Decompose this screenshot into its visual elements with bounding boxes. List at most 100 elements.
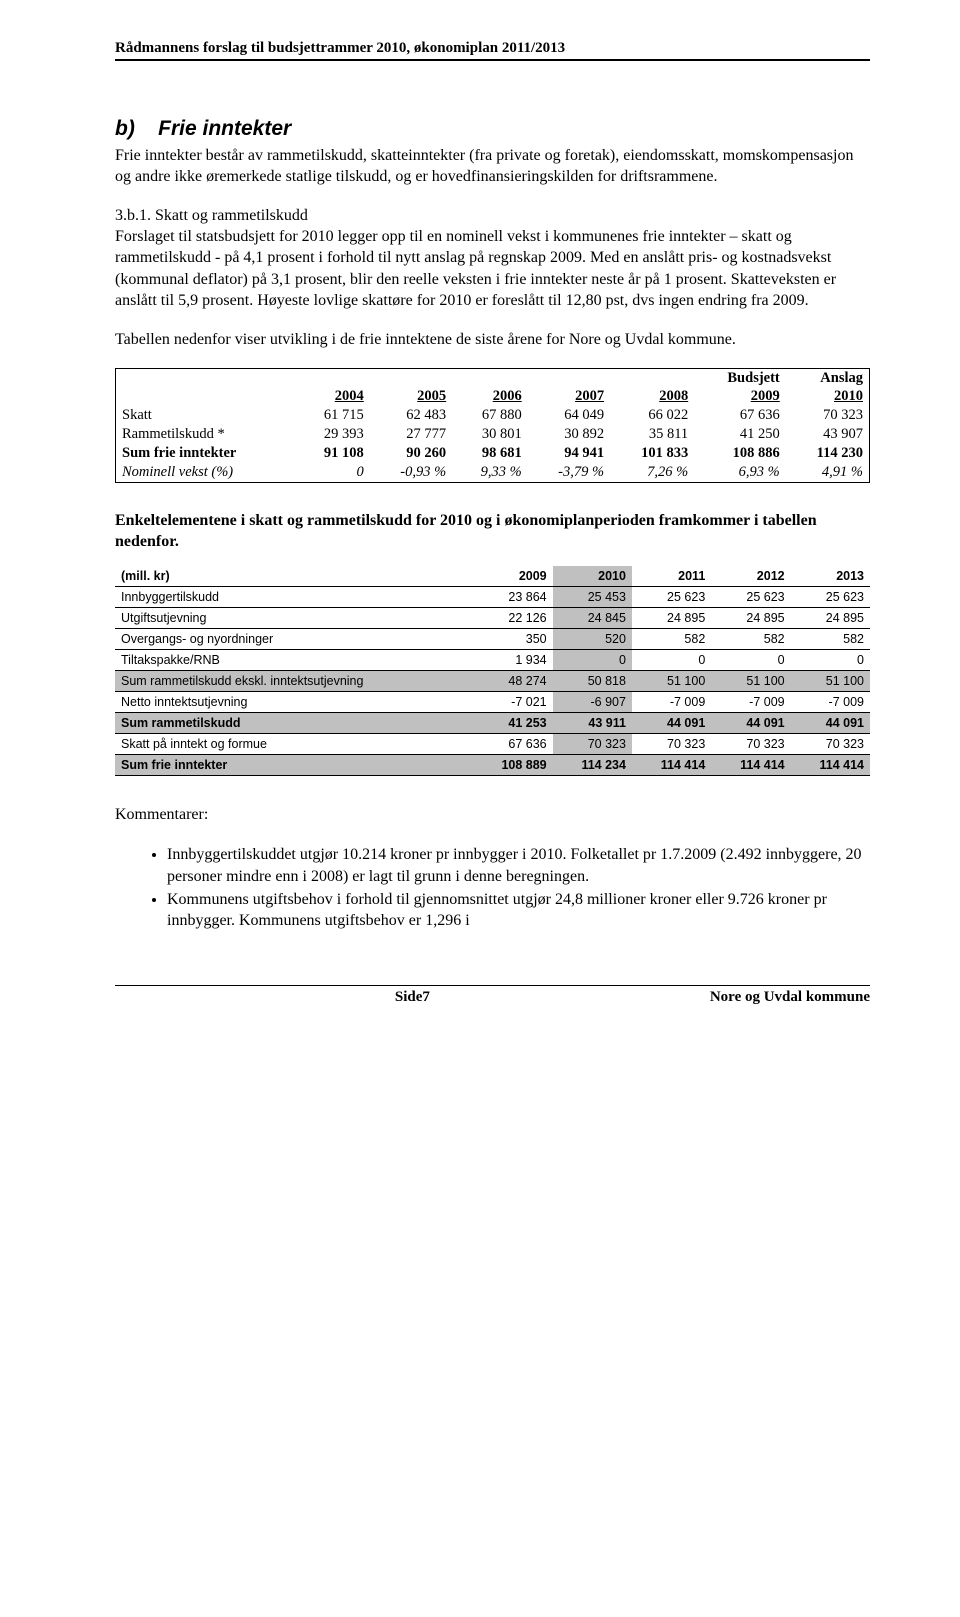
cell-value: -7 009 <box>791 692 870 713</box>
cell-value: 24 895 <box>791 608 870 629</box>
table-row: Sum frie inntekter91 10890 26098 68194 9… <box>116 444 870 463</box>
row-label: Netto inntektsutjevning <box>115 692 472 713</box>
row-label: Sum rammetilskudd <box>115 713 472 734</box>
cell-value: 25 453 <box>553 587 632 608</box>
cell-value: 114 414 <box>632 755 711 776</box>
cell-value: -6 907 <box>553 692 632 713</box>
bold-paragraph: Enkeltelementene i skatt og rammetilskud… <box>115 511 870 553</box>
cell-value: 70 323 <box>711 734 790 755</box>
row-label: Rammetilskudd * <box>116 425 296 444</box>
cell-value: 70 323 <box>791 734 870 755</box>
table-row: Skatt61 71562 48367 88064 04966 02267 63… <box>116 406 870 425</box>
cell-value: 27 777 <box>370 425 452 444</box>
elements-table: (mill. kr)20092010201120122013 Innbygger… <box>115 566 870 776</box>
cell-value: 70 323 <box>632 734 711 755</box>
cell-value: 91 108 <box>296 444 370 463</box>
income-year-header: 2009 <box>694 387 786 406</box>
cell-value: 51 100 <box>711 671 790 692</box>
cell-value: 25 623 <box>711 587 790 608</box>
income-year-header: 2008 <box>610 387 694 406</box>
table-row: Skatt på inntekt og formue67 63670 32370… <box>115 734 870 755</box>
cell-value: 44 091 <box>711 713 790 734</box>
table-row: Rammetilskudd *29 39327 77730 80130 8923… <box>116 425 870 444</box>
income-col-header <box>528 368 610 387</box>
table-row: Sum frie inntekter108 889114 234114 4141… <box>115 755 870 776</box>
row-label: Sum rammetilskudd ekskl. inntektsutjevni… <box>115 671 472 692</box>
cell-value: -0,93 % <box>370 463 452 483</box>
row-label: Sum frie inntekter <box>116 444 296 463</box>
cell-value: 62 483 <box>370 406 452 425</box>
cell-value: 43 911 <box>553 713 632 734</box>
cell-value: 44 091 <box>791 713 870 734</box>
cell-value: 70 323 <box>553 734 632 755</box>
cell-value: 582 <box>711 629 790 650</box>
table-row: Sum rammetilskudd41 25343 91144 09144 09… <box>115 713 870 734</box>
cell-value: 114 230 <box>786 444 870 463</box>
comments-heading: Kommentarer: <box>115 806 870 824</box>
cell-value: 0 <box>791 650 870 671</box>
income-col-header <box>296 368 370 387</box>
elements-col-header: 2010 <box>553 566 632 587</box>
row-label: Skatt <box>116 406 296 425</box>
subheading-3b1: 3.b.1. Skatt og rammetilskudd <box>115 205 870 226</box>
cell-value: 24 845 <box>553 608 632 629</box>
cell-value: 24 895 <box>632 608 711 629</box>
elements-col-header: 2009 <box>472 566 552 587</box>
income-table-head: BudsjettAnslag 2004200520062007200820092… <box>116 368 870 406</box>
cell-value: 23 864 <box>472 587 552 608</box>
cell-value: 67 636 <box>694 406 786 425</box>
row-label: Tiltakspakke/RNB <box>115 650 472 671</box>
income-year-header: 2006 <box>452 387 528 406</box>
income-col-header <box>370 368 452 387</box>
section-title: Frie inntekter <box>158 117 291 140</box>
row-label: Overgangs- og nyordninger <box>115 629 472 650</box>
cell-value: 24 895 <box>711 608 790 629</box>
cell-value: 67 880 <box>452 406 528 425</box>
cell-value: 108 889 <box>472 755 552 776</box>
income-table-body: Skatt61 71562 48367 88064 04966 02267 63… <box>116 406 870 483</box>
income-table: BudsjettAnslag 2004200520062007200820092… <box>115 368 870 483</box>
income-col-header: Anslag <box>786 368 870 387</box>
row-label: Innbyggertilskudd <box>115 587 472 608</box>
cell-value: 0 <box>296 463 370 483</box>
cell-value: 48 274 <box>472 671 552 692</box>
row-label: Utgiftsutjevning <box>115 608 472 629</box>
income-year-header <box>116 387 296 406</box>
cell-value: 70 323 <box>786 406 870 425</box>
elements-col-header: 2012 <box>711 566 790 587</box>
cell-value: 22 126 <box>472 608 552 629</box>
elements-col-header: 2013 <box>791 566 870 587</box>
cell-value: 64 049 <box>528 406 610 425</box>
footer: Side7 Nore og Uvdal kommune <box>115 985 870 1006</box>
cell-value: 44 091 <box>632 713 711 734</box>
cell-value: 30 892 <box>528 425 610 444</box>
cell-value: 582 <box>632 629 711 650</box>
cell-value: -7 021 <box>472 692 552 713</box>
cell-value: 101 833 <box>610 444 694 463</box>
footer-center: Side7 <box>115 989 710 1006</box>
cell-value: 114 414 <box>791 755 870 776</box>
elements-table-body: Innbyggertilskudd23 86425 453 25 62325 62… <box>115 587 870 776</box>
elements-col-header: (mill. kr) <box>115 566 472 587</box>
cell-value: 7,26 % <box>610 463 694 483</box>
cell-value: 66 022 <box>610 406 694 425</box>
elements-col-header: 2011 <box>632 566 711 587</box>
elements-table-head: (mill. kr)20092010201120122013 <box>115 566 870 587</box>
income-col-header <box>116 368 296 387</box>
cell-value: 25 623 <box>791 587 870 608</box>
income-year-header: 2010 <box>786 387 870 406</box>
list-item: Kommunens utgiftsbehov i forhold til gje… <box>167 889 870 931</box>
cell-value: 90 260 <box>370 444 452 463</box>
cell-value: 350 <box>472 629 552 650</box>
cell-value: 67 636 <box>472 734 552 755</box>
income-col-header: Budsjett <box>694 368 786 387</box>
page: Rådmannens forslag til budsjettrammer 20… <box>0 0 960 1046</box>
table-row: Innbyggertilskudd23 86425 453 25 62325 62… <box>115 587 870 608</box>
income-col-header <box>452 368 528 387</box>
section-heading: b) Frie inntekter <box>115 117 870 141</box>
cell-value: 41 250 <box>694 425 786 444</box>
cell-value: 6,93 % <box>694 463 786 483</box>
cell-value: 0 <box>553 650 632 671</box>
cell-value: 108 886 <box>694 444 786 463</box>
cell-value: 582 <box>791 629 870 650</box>
